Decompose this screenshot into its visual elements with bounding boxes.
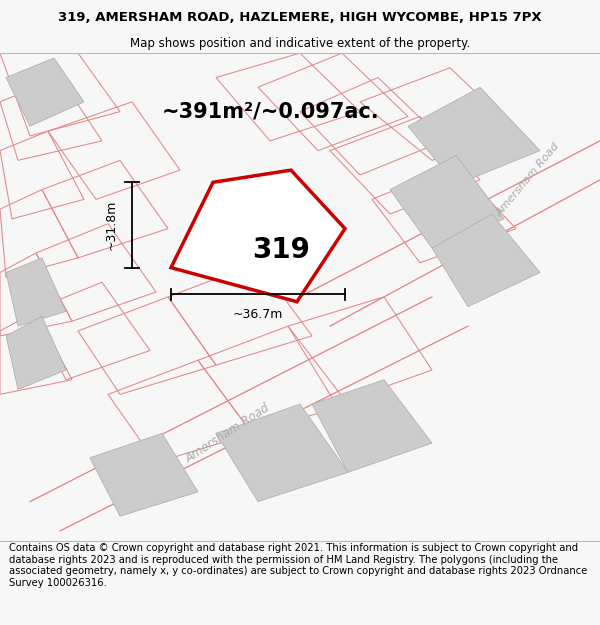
Text: Map shows position and indicative extent of the property.: Map shows position and indicative extent… [130,38,470,50]
Text: ~36.7m: ~36.7m [233,308,283,321]
Polygon shape [216,404,348,502]
Polygon shape [6,58,84,126]
Text: ~391m²/~0.097ac.: ~391m²/~0.097ac. [162,102,380,122]
Polygon shape [390,156,504,248]
Polygon shape [432,214,540,307]
Text: 319: 319 [253,236,310,264]
Text: ~31.8m: ~31.8m [104,200,118,250]
Text: Amersham Road: Amersham Road [184,401,272,466]
Polygon shape [408,88,540,185]
Text: 319, AMERSHAM ROAD, HAZLEMERE, HIGH WYCOMBE, HP15 7PX: 319, AMERSHAM ROAD, HAZLEMERE, HIGH WYCO… [58,11,542,24]
Polygon shape [312,380,432,472]
Polygon shape [171,170,345,302]
Text: Contains OS data © Crown copyright and database right 2021. This information is : Contains OS data © Crown copyright and d… [9,543,587,588]
Text: Amersham Road: Amersham Road [494,141,562,219]
Polygon shape [6,258,66,326]
Polygon shape [90,433,198,516]
Polygon shape [6,316,66,389]
